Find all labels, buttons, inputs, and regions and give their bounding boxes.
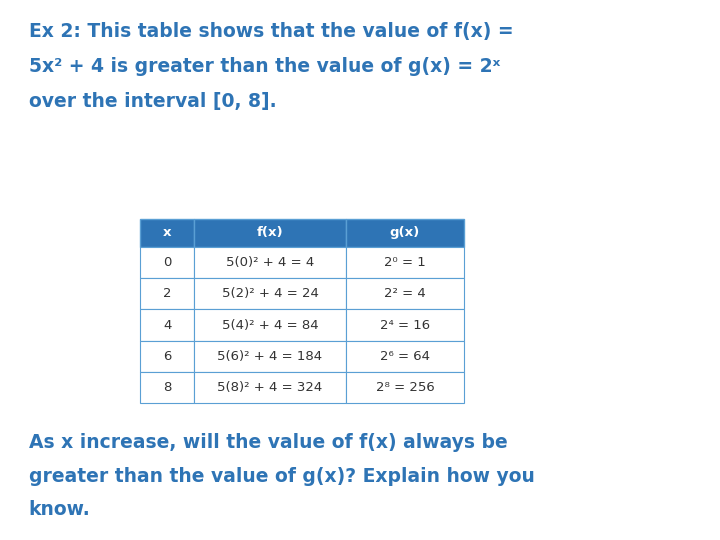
Bar (140, 372, 194, 403)
Text: 5(2)² + 4 = 24: 5(2)² + 4 = 24 (222, 287, 318, 300)
Text: 2: 2 (163, 287, 171, 300)
Text: Ex 2: This table shows that the value of f(x) =: Ex 2: This table shows that the value of… (29, 22, 513, 40)
Text: over the interval [0, 8].: over the interval [0, 8]. (29, 92, 276, 111)
Text: 2² = 4: 2² = 4 (384, 287, 426, 300)
Bar (140, 309, 194, 341)
Text: 2⁸ = 256: 2⁸ = 256 (376, 381, 434, 394)
Bar (194, 341, 346, 372)
Bar (194, 309, 346, 341)
Text: g(x): g(x) (390, 226, 420, 239)
Text: f(x): f(x) (257, 226, 283, 239)
Text: 2⁶ = 64: 2⁶ = 64 (380, 350, 430, 363)
Bar (140, 247, 194, 278)
Bar (194, 278, 346, 309)
Bar (346, 309, 464, 341)
Bar (346, 341, 464, 372)
Text: greater than the value of g(x)? Explain how you: greater than the value of g(x)? Explain … (29, 467, 535, 485)
Bar (194, 219, 346, 247)
Bar (346, 372, 464, 403)
Text: 5x² + 4 is greater than the value of g(x) = 2ˣ: 5x² + 4 is greater than the value of g(x… (29, 57, 500, 76)
Bar (346, 278, 464, 309)
Bar (140, 278, 194, 309)
Bar (140, 341, 194, 372)
Text: 5(8)² + 4 = 324: 5(8)² + 4 = 324 (217, 381, 323, 394)
Text: know.: know. (29, 500, 91, 519)
Bar (346, 247, 464, 278)
Bar (346, 219, 464, 247)
Bar (194, 372, 346, 403)
Text: 0: 0 (163, 256, 171, 269)
Text: 5(4)² + 4 = 84: 5(4)² + 4 = 84 (222, 319, 318, 332)
Bar (194, 247, 346, 278)
Text: 5(6)² + 4 = 184: 5(6)² + 4 = 184 (217, 350, 323, 363)
Text: 6: 6 (163, 350, 171, 363)
Bar (140, 219, 194, 247)
Text: 2⁴ = 16: 2⁴ = 16 (380, 319, 430, 332)
Text: 4: 4 (163, 319, 171, 332)
Text: 8: 8 (163, 381, 171, 394)
Text: 5(0)² + 4 = 4: 5(0)² + 4 = 4 (226, 256, 314, 269)
Text: x: x (163, 226, 171, 239)
Text: As x increase, will the value of f(x) always be: As x increase, will the value of f(x) al… (29, 433, 508, 452)
Text: 2⁰ = 1: 2⁰ = 1 (384, 256, 426, 269)
